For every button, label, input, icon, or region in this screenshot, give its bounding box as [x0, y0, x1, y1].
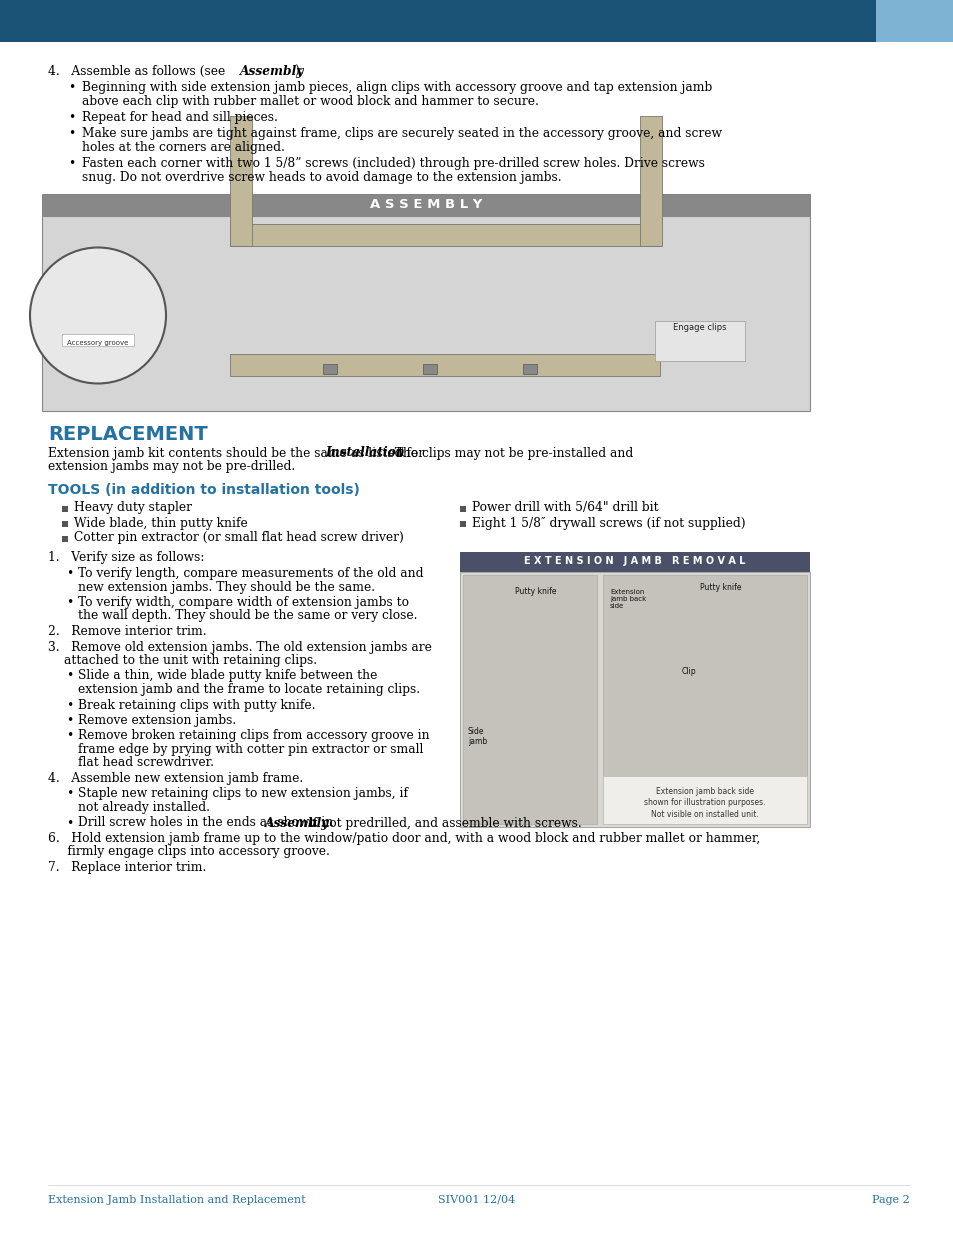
Text: TOOLS (in addition to installation tools): TOOLS (in addition to installation tools… — [48, 483, 359, 498]
Text: Remove broken retaining clips from accessory groove in: Remove broken retaining clips from acces… — [78, 730, 429, 742]
Bar — [62, 536, 68, 541]
Text: the wall depth. They should be the same or very close.: the wall depth. They should be the same … — [78, 610, 417, 622]
Bar — [459, 552, 809, 572]
Text: To verify width, compare width of extension jambs to: To verify width, compare width of extens… — [78, 597, 409, 609]
Text: 1.   Verify size as follows:: 1. Verify size as follows: — [48, 552, 204, 564]
Text: Installation: Installation — [325, 447, 405, 459]
Bar — [522, 363, 537, 373]
Text: •: • — [66, 669, 73, 683]
Bar — [42, 194, 809, 215]
Text: Slide a thin, wide blade putty knife between the: Slide a thin, wide blade putty knife bet… — [78, 669, 377, 683]
Text: Cotter pin extractor (or small flat head screw driver): Cotter pin extractor (or small flat head… — [74, 531, 403, 545]
Text: •: • — [66, 714, 73, 727]
Text: Make sure jambs are tight against frame, clips are securely seated in the access: Make sure jambs are tight against frame,… — [82, 127, 721, 141]
Text: 7.   Replace interior trim.: 7. Replace interior trim. — [48, 861, 206, 874]
Text: Clip: Clip — [681, 667, 696, 676]
Bar — [459, 572, 809, 826]
Text: Eight 1 5/8″ drywall screws (if not supplied): Eight 1 5/8″ drywall screws (if not supp… — [472, 516, 745, 530]
Text: Repeat for head and sill pieces.: Repeat for head and sill pieces. — [82, 111, 277, 124]
Text: Extension jamb back side
shown for illustration purposes.
Not visible on install: Extension jamb back side shown for illus… — [643, 787, 765, 819]
Bar — [42, 215, 809, 410]
Bar — [230, 224, 659, 246]
Text: Engage clips: Engage clips — [673, 324, 726, 332]
Text: Putty knife: Putty knife — [700, 583, 740, 593]
Text: Heavy duty stapler: Heavy duty stapler — [74, 501, 192, 515]
Bar — [602, 574, 806, 824]
Text: •: • — [66, 567, 73, 580]
Bar — [62, 520, 68, 526]
Text: new extension jambs. They should be the same.: new extension jambs. They should be the … — [78, 580, 375, 594]
Text: Assembly: Assembly — [265, 816, 329, 830]
Text: •: • — [66, 816, 73, 830]
Bar — [602, 776, 806, 824]
Bar — [0, 0, 953, 42]
Text: 2.   Remove interior trim.: 2. Remove interior trim. — [48, 625, 207, 638]
Text: •: • — [68, 127, 75, 141]
Text: •: • — [66, 788, 73, 800]
Text: Extension jamb kit contents should be the same as listed for: Extension jamb kit contents should be th… — [48, 447, 428, 459]
Text: Side
jamb: Side jamb — [468, 726, 487, 746]
Text: Extension
jamb back
side: Extension jamb back side — [609, 589, 645, 610]
Text: Staple new retaining clips to new extension jambs, if: Staple new retaining clips to new extens… — [78, 788, 408, 800]
Circle shape — [30, 247, 166, 384]
Text: flat head screwdriver.: flat head screwdriver. — [78, 757, 213, 769]
Text: Remove extension jambs.: Remove extension jambs. — [78, 714, 236, 727]
Text: 4.   Assemble as follows (see: 4. Assemble as follows (see — [48, 65, 229, 78]
Bar — [462, 574, 597, 824]
Text: attached to the unit with retaining clips.: attached to the unit with retaining clip… — [64, 655, 316, 667]
Bar — [639, 116, 661, 246]
Text: Assembly: Assembly — [240, 65, 304, 78]
Text: Extension Jamb Installation and Replacement: Extension Jamb Installation and Replacem… — [48, 1195, 305, 1205]
Text: •: • — [66, 730, 73, 742]
Text: Fasten each corner with two 1 5/8” screws (included) through pre-drilled screw h: Fasten each corner with two 1 5/8” screw… — [82, 158, 704, 170]
Text: Page 2: Page 2 — [871, 1195, 909, 1205]
Bar — [459, 505, 465, 511]
Text: To verify length, compare measurements of the old and: To verify length, compare measurements o… — [78, 567, 423, 580]
Text: REPLACEMENT: REPLACEMENT — [48, 425, 208, 443]
Text: snug. Do not overdrive screw heads to avoid damage to the extension jambs.: snug. Do not overdrive screw heads to av… — [82, 170, 561, 184]
Text: Drill screw holes in the ends as shown in: Drill screw holes in the ends as shown i… — [78, 816, 336, 830]
Text: Beginning with side extension jamb pieces, align clips with accessory groove and: Beginning with side extension jamb piece… — [82, 82, 712, 94]
Text: E X T E N S I O N   J A M B   R E M O V A L: E X T E N S I O N J A M B R E M O V A L — [524, 557, 745, 567]
Text: SIV001 12/04: SIV001 12/04 — [438, 1195, 515, 1205]
Bar — [323, 363, 336, 373]
Text: 4.   Assemble new extension jamb frame.: 4. Assemble new extension jamb frame. — [48, 772, 303, 785]
Text: holes at the corners are aligned.: holes at the corners are aligned. — [82, 141, 285, 154]
Text: Putty knife: Putty knife — [515, 587, 556, 595]
Text: •: • — [68, 82, 75, 94]
Bar — [62, 333, 133, 346]
Text: . The clips may not be pre-installed and: . The clips may not be pre-installed and — [386, 447, 633, 459]
Text: not already installed.: not already installed. — [78, 802, 210, 814]
Text: 3.   Remove old extension jambs. The old extension jambs are: 3. Remove old extension jambs. The old e… — [48, 641, 432, 653]
Text: extension jamb and the frame to locate retaining clips.: extension jamb and the frame to locate r… — [78, 683, 419, 697]
Text: extension jambs may not be pre-drilled.: extension jambs may not be pre-drilled. — [48, 459, 294, 473]
Text: A S S E M B L Y: A S S E M B L Y — [370, 198, 481, 211]
Text: ):: ): — [294, 65, 303, 78]
Bar — [422, 363, 436, 373]
Text: •: • — [68, 111, 75, 124]
Bar — [875, 0, 953, 42]
Text: above each clip with rubber mallet or wood block and hammer to secure.: above each clip with rubber mallet or wo… — [82, 95, 538, 107]
Text: •: • — [68, 158, 75, 170]
Text: if not predrilled, and assemble with screws.: if not predrilled, and assemble with scr… — [305, 816, 581, 830]
Bar — [62, 505, 68, 511]
Text: •: • — [66, 597, 73, 609]
Text: frame edge by prying with cotter pin extractor or small: frame edge by prying with cotter pin ext… — [78, 743, 423, 756]
Text: •: • — [66, 699, 73, 711]
Bar — [230, 116, 252, 246]
Text: Power drill with 5/64" drill bit: Power drill with 5/64" drill bit — [472, 501, 658, 515]
Text: 6.   Hold extension jamb frame up to the window/patio door and, with a wood bloc: 6. Hold extension jamb frame up to the w… — [48, 832, 760, 845]
Text: Break retaining clips with putty knife.: Break retaining clips with putty knife. — [78, 699, 315, 711]
Bar — [655, 321, 744, 361]
Text: Wide blade, thin putty knife: Wide blade, thin putty knife — [74, 516, 248, 530]
Text: Accessory groove: Accessory groove — [68, 340, 129, 346]
Bar — [459, 520, 465, 526]
Bar — [230, 353, 659, 375]
Text: firmly engage clips into accessory groove.: firmly engage clips into accessory groov… — [48, 846, 330, 858]
